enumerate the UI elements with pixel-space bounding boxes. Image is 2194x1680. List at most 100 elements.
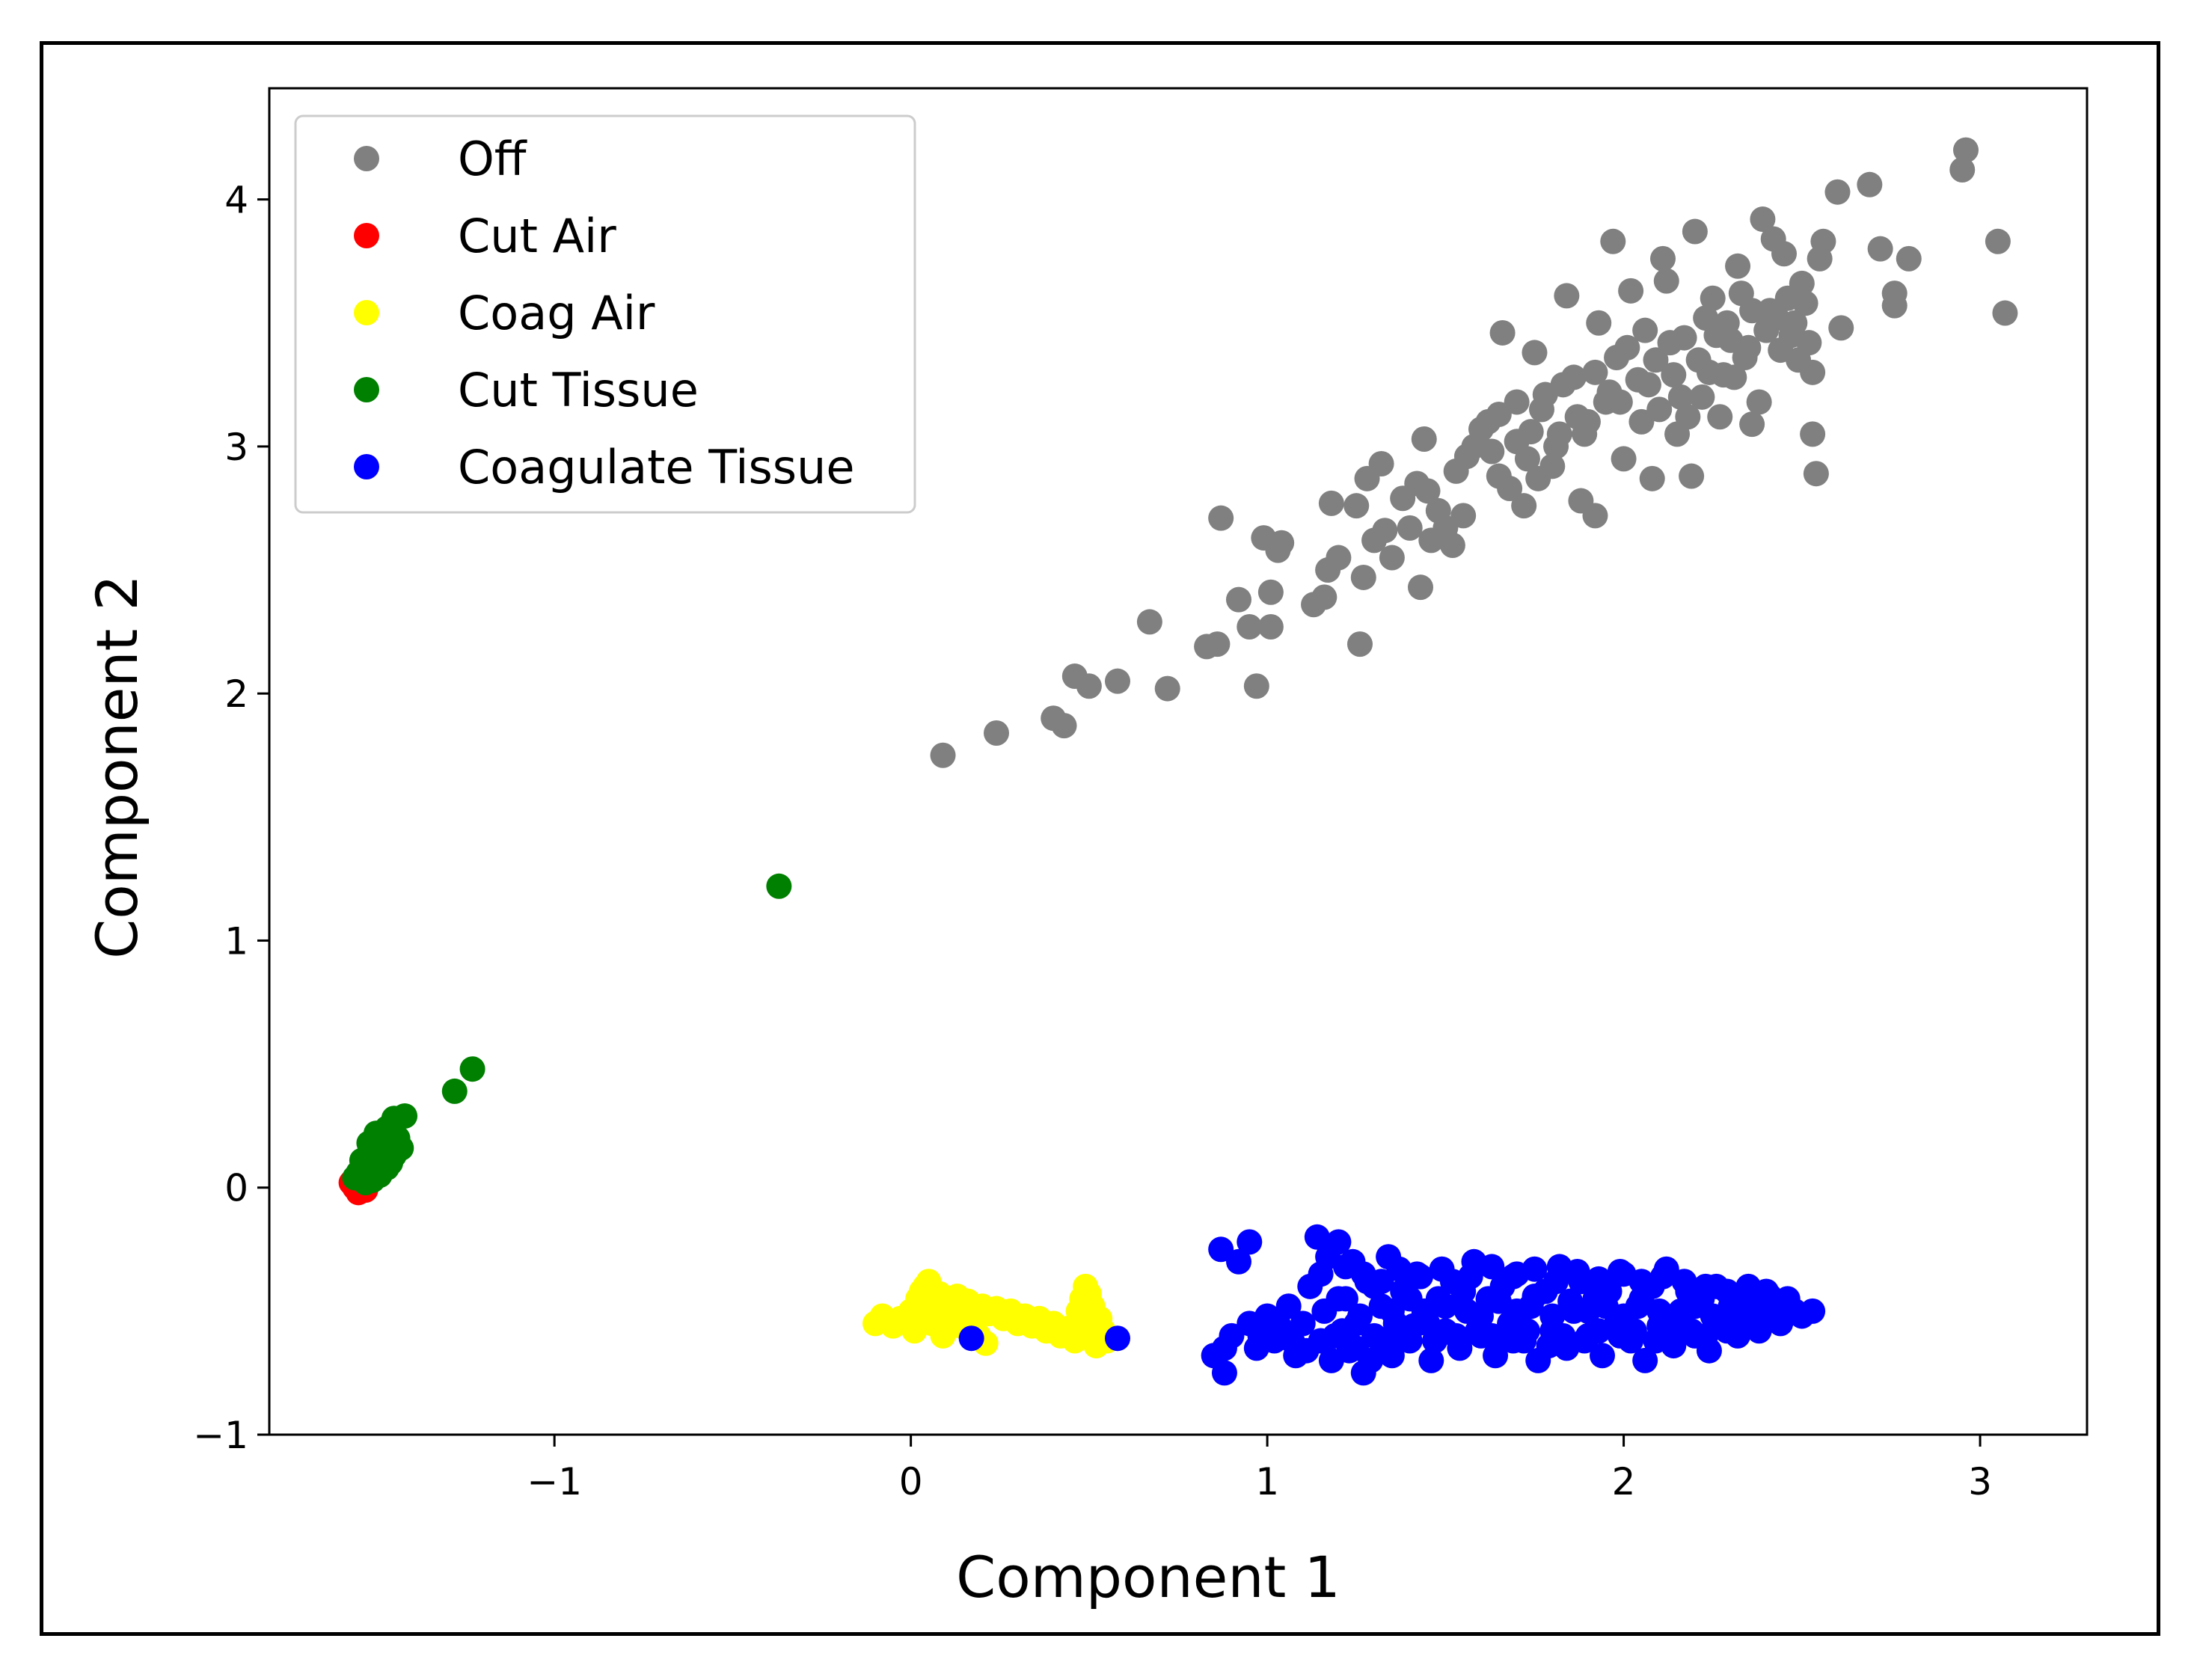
y-tick-label: 2 bbox=[224, 672, 248, 716]
data-point-off bbox=[1257, 579, 1284, 605]
data-point-off bbox=[1778, 322, 1804, 349]
data-point-off bbox=[1746, 389, 1772, 415]
data-point-off bbox=[1411, 426, 1437, 452]
data-point-coagulate-tissue bbox=[1564, 1259, 1590, 1285]
data-point-coagulate-tissue bbox=[1386, 1256, 1412, 1282]
data-point-coagulate-tissue bbox=[1628, 1269, 1655, 1295]
data-point-off bbox=[1443, 458, 1469, 484]
data-point-off bbox=[1350, 564, 1376, 590]
data-point-coagulate-tissue bbox=[1693, 1273, 1719, 1299]
data-point-off bbox=[1800, 421, 1826, 447]
data-point-coagulate-tissue bbox=[1607, 1259, 1633, 1285]
data-point-off bbox=[1661, 362, 1687, 388]
data-point-off bbox=[1643, 347, 1669, 373]
legend-label-off: Off bbox=[458, 132, 527, 186]
data-point-off bbox=[1896, 245, 1922, 272]
data-point-coagulate-tissue bbox=[1632, 1347, 1658, 1373]
data-point-coagulate-tissue bbox=[1756, 1284, 1783, 1310]
data-point-off bbox=[1257, 614, 1284, 640]
data-point-off bbox=[1105, 668, 1130, 694]
data-point-off bbox=[1243, 673, 1269, 699]
data-point-off bbox=[1408, 574, 1433, 601]
legend-items: Off Cut Air Coag Air Cut Tissue Coagulate Ti… bbox=[354, 132, 854, 494]
data-point-off bbox=[1347, 631, 1373, 657]
data-point-off bbox=[1504, 389, 1530, 415]
data-point-coagulate-tissue bbox=[1543, 1269, 1569, 1295]
data-point-coagulate-tissue bbox=[1522, 1284, 1548, 1310]
series-cut-tissue bbox=[342, 873, 792, 1196]
data-point-off bbox=[1675, 404, 1701, 430]
data-point-off bbox=[1764, 305, 1790, 331]
data-point-off bbox=[1828, 315, 1854, 341]
data-point-off bbox=[1786, 347, 1812, 373]
data-point-coagulate-tissue bbox=[1728, 1313, 1754, 1339]
data-point-coagulate-tissue bbox=[1590, 1343, 1615, 1369]
data-point-off bbox=[1985, 228, 2011, 254]
legend: Off Cut Air Coag Air Cut Tissue Coagulate Ti… bbox=[294, 114, 916, 514]
data-point-cut-tissue bbox=[766, 873, 792, 899]
data-point-off bbox=[1318, 490, 1344, 516]
data-point-off bbox=[984, 720, 1009, 747]
data-point-coagulate-tissue bbox=[958, 1325, 984, 1352]
data-point-coagulate-tissue bbox=[1479, 1322, 1505, 1349]
data-point-coagulate-tissue bbox=[1586, 1318, 1612, 1344]
y-tick-label: 0 bbox=[224, 1167, 248, 1210]
data-point-off bbox=[1461, 433, 1487, 459]
data-point-off bbox=[1789, 270, 1815, 296]
x-tick-label: 0 bbox=[899, 1460, 923, 1503]
data-point-coagulate-tissue bbox=[1293, 1337, 1320, 1364]
data-point-off bbox=[1614, 334, 1640, 361]
legend-marker-off bbox=[354, 146, 379, 171]
data-point-off bbox=[1226, 586, 1251, 613]
data-point-off bbox=[1522, 340, 1548, 366]
data-point-off bbox=[1653, 268, 1679, 294]
data-point-coagulate-tissue bbox=[1714, 1278, 1740, 1305]
data-point-off bbox=[1725, 253, 1751, 279]
y-tick-label: −1 bbox=[193, 1414, 248, 1457]
data-point-off bbox=[1632, 317, 1658, 343]
data-point-off bbox=[1379, 545, 1405, 571]
data-point-off bbox=[1269, 530, 1295, 556]
legend-marker-coag-air bbox=[354, 300, 379, 325]
data-point-cut-tissue bbox=[349, 1155, 375, 1181]
data-point-coagulate-tissue bbox=[1237, 1229, 1263, 1255]
data-point-off bbox=[1582, 359, 1608, 385]
series-coagulate-tissue bbox=[958, 1224, 1826, 1386]
data-point-coagulate-tissue bbox=[1753, 1303, 1780, 1329]
legend-marker-cut-air bbox=[354, 223, 379, 248]
data-point-off bbox=[1368, 451, 1394, 477]
data-point-off bbox=[1824, 179, 1851, 205]
data-point-coagulate-tissue bbox=[1429, 1256, 1455, 1282]
data-point-off bbox=[1635, 372, 1661, 398]
data-point-off bbox=[1696, 359, 1722, 385]
data-point-off bbox=[1237, 614, 1263, 640]
data-point-off bbox=[1311, 584, 1337, 610]
data-point-coagulate-tissue bbox=[1336, 1337, 1362, 1364]
data-point-coagulate-tissue bbox=[1621, 1318, 1647, 1344]
data-point-off bbox=[1867, 236, 1893, 262]
data-point-off bbox=[1572, 421, 1598, 447]
x-axis-label: Component 1 bbox=[956, 1544, 1340, 1610]
y-axis-label: Component 2 bbox=[84, 574, 150, 959]
data-point-off bbox=[1554, 283, 1580, 309]
data-point-off bbox=[1857, 171, 1883, 197]
data-point-off bbox=[1750, 206, 1776, 233]
y-tick-label: 3 bbox=[224, 426, 248, 469]
data-point-off bbox=[1650, 245, 1676, 272]
data-point-coag-air bbox=[1076, 1281, 1102, 1307]
data-point-coag-air bbox=[1065, 1310, 1091, 1337]
data-point-off bbox=[1735, 334, 1762, 361]
data-point-off bbox=[1076, 673, 1102, 699]
data-point-off bbox=[1204, 631, 1231, 657]
data-point-coagulate-tissue bbox=[1657, 1322, 1683, 1349]
data-point-off bbox=[1439, 533, 1465, 559]
legend-box bbox=[294, 114, 916, 514]
data-point-coagulate-tissue bbox=[1418, 1347, 1444, 1373]
data-point-off bbox=[1600, 228, 1626, 254]
data-point-coagulate-tissue bbox=[1650, 1263, 1676, 1290]
data-point-off bbox=[1514, 446, 1540, 472]
data-point-off bbox=[1511, 493, 1537, 519]
legend-marker-coagulate-tissue bbox=[354, 454, 379, 479]
legend-label-cut-tissue: Cut Tissue bbox=[458, 363, 699, 417]
data-point-off bbox=[1539, 453, 1566, 479]
